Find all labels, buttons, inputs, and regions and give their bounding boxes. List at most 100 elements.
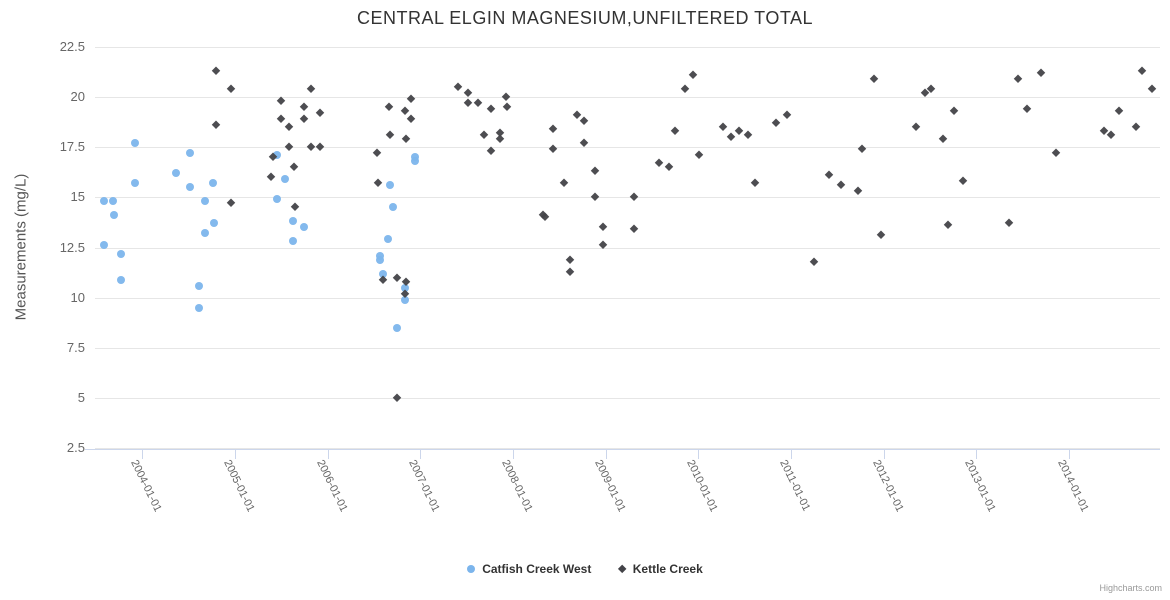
data-point-catfish-creek-west[interactable] bbox=[130, 139, 139, 148]
data-point-kettle-creek[interactable] bbox=[629, 224, 639, 234]
data-point-kettle-creek[interactable] bbox=[502, 102, 512, 112]
data-point-catfish-creek-west[interactable] bbox=[375, 255, 384, 264]
data-point-kettle-creek[interactable] bbox=[406, 94, 416, 104]
data-point-kettle-creek[interactable] bbox=[392, 393, 402, 403]
data-point-kettle-creek[interactable] bbox=[718, 122, 728, 132]
data-point-kettle-creek[interactable] bbox=[629, 192, 639, 202]
data-point-kettle-creek[interactable] bbox=[869, 74, 879, 84]
data-point-kettle-creek[interactable] bbox=[400, 134, 411, 144]
data-point-kettle-creek[interactable] bbox=[453, 82, 463, 92]
data-point-kettle-creek[interactable] bbox=[378, 275, 388, 285]
data-point-kettle-creek[interactable] bbox=[479, 130, 489, 140]
data-point-catfish-creek-west[interactable] bbox=[209, 219, 218, 228]
data-point-kettle-creek[interactable] bbox=[680, 84, 690, 94]
data-point-catfish-creek-west[interactable] bbox=[410, 153, 419, 162]
data-point-kettle-creek[interactable] bbox=[1036, 68, 1046, 78]
data-point-kettle-creek[interactable] bbox=[1021, 104, 1032, 114]
data-point-kettle-creek[interactable] bbox=[911, 122, 921, 132]
data-point-catfish-creek-west[interactable] bbox=[108, 197, 117, 206]
data-point-kettle-creek[interactable] bbox=[824, 170, 834, 180]
data-point-kettle-creek[interactable] bbox=[463, 98, 473, 108]
data-point-kettle-creek[interactable] bbox=[384, 102, 394, 112]
data-point-kettle-creek[interactable] bbox=[290, 202, 300, 212]
data-point-kettle-creek[interactable] bbox=[876, 230, 886, 240]
data-point-kettle-creek[interactable] bbox=[1051, 148, 1061, 158]
data-point-kettle-creek[interactable] bbox=[949, 106, 959, 116]
data-point-kettle-creek[interactable] bbox=[299, 114, 309, 124]
data-point-kettle-creek[interactable] bbox=[299, 102, 309, 112]
data-point-kettle-creek[interactable] bbox=[664, 162, 674, 172]
data-point-kettle-creek[interactable] bbox=[590, 166, 600, 176]
data-point-catfish-creek-west[interactable] bbox=[289, 217, 298, 226]
data-point-kettle-creek[interactable] bbox=[809, 257, 819, 267]
data-point-catfish-creek-west[interactable] bbox=[281, 175, 289, 184]
data-point-kettle-creek[interactable] bbox=[548, 124, 558, 134]
data-point-kettle-creek[interactable] bbox=[771, 118, 781, 128]
data-point-catfish-creek-west[interactable] bbox=[116, 249, 125, 258]
data-point-kettle-creek[interactable] bbox=[598, 240, 608, 251]
data-point-catfish-creek-west[interactable] bbox=[383, 235, 392, 244]
data-point-kettle-creek[interactable] bbox=[782, 110, 792, 120]
data-point-kettle-creek[interactable] bbox=[306, 84, 316, 94]
data-point-kettle-creek[interactable] bbox=[1106, 130, 1116, 140]
data-point-catfish-creek-west[interactable] bbox=[389, 203, 398, 212]
data-point-kettle-creek[interactable] bbox=[372, 148, 382, 158]
data-point-kettle-creek[interactable] bbox=[579, 116, 589, 126]
data-point-kettle-creek[interactable] bbox=[572, 110, 582, 120]
data-point-catfish-creek-west[interactable] bbox=[194, 303, 203, 312]
data-point-kettle-creek[interactable] bbox=[486, 104, 496, 114]
data-point-catfish-creek-west[interactable] bbox=[400, 283, 409, 292]
data-point-kettle-creek[interactable] bbox=[1137, 66, 1147, 76]
data-point-kettle-creek[interactable] bbox=[670, 126, 680, 136]
data-point-kettle-creek[interactable] bbox=[943, 220, 953, 230]
data-point-kettle-creek[interactable] bbox=[1114, 106, 1124, 116]
data-point-kettle-creek[interactable] bbox=[1131, 122, 1141, 132]
data-point-kettle-creek[interactable] bbox=[548, 144, 558, 154]
data-point-kettle-creek[interactable] bbox=[743, 130, 753, 140]
data-point-kettle-creek[interactable] bbox=[688, 70, 698, 80]
data-point-kettle-creek[interactable] bbox=[276, 114, 286, 124]
data-point-kettle-creek[interactable] bbox=[590, 192, 600, 202]
data-point-kettle-creek[interactable] bbox=[501, 92, 511, 102]
data-point-catfish-creek-west[interactable] bbox=[186, 149, 195, 158]
data-point-kettle-creek[interactable] bbox=[400, 106, 410, 116]
data-point-kettle-creek[interactable] bbox=[406, 114, 416, 124]
data-point-kettle-creek[interactable] bbox=[853, 186, 863, 196]
data-point-catfish-creek-west[interactable] bbox=[130, 179, 139, 188]
data-point-kettle-creek[interactable] bbox=[598, 222, 608, 232]
data-point-kettle-creek[interactable] bbox=[211, 66, 221, 76]
data-point-kettle-creek[interactable] bbox=[540, 212, 550, 222]
data-point-catfish-creek-west[interactable] bbox=[300, 223, 309, 232]
data-point-kettle-creek[interactable] bbox=[385, 130, 395, 140]
data-point-kettle-creek[interactable] bbox=[373, 178, 383, 188]
data-point-catfish-creek-west[interactable] bbox=[116, 275, 125, 284]
data-point-kettle-creek[interactable] bbox=[726, 132, 736, 142]
data-point-catfish-creek-west[interactable] bbox=[100, 197, 109, 206]
data-point-catfish-creek-west[interactable] bbox=[186, 183, 195, 192]
data-point-catfish-creek-west[interactable] bbox=[379, 269, 388, 278]
data-point-kettle-creek[interactable] bbox=[306, 142, 316, 152]
data-point-catfish-creek-west[interactable] bbox=[410, 157, 419, 166]
data-point-kettle-creek[interactable] bbox=[694, 150, 704, 160]
data-point-kettle-creek[interactable] bbox=[958, 176, 969, 186]
data-point-kettle-creek[interactable] bbox=[226, 84, 236, 94]
highcharts-credit[interactable]: Highcharts.com bbox=[1099, 583, 1162, 593]
data-point-kettle-creek[interactable] bbox=[565, 267, 575, 277]
data-point-kettle-creek[interactable] bbox=[226, 198, 236, 208]
data-point-catfish-creek-west[interactable] bbox=[289, 237, 298, 246]
data-point-kettle-creek[interactable] bbox=[284, 122, 294, 132]
data-point-kettle-creek[interactable] bbox=[1004, 218, 1014, 228]
data-point-kettle-creek[interactable] bbox=[654, 158, 664, 168]
data-point-kettle-creek[interactable] bbox=[750, 178, 760, 188]
data-point-kettle-creek[interactable] bbox=[857, 144, 867, 154]
data-point-kettle-creek[interactable] bbox=[315, 142, 325, 152]
legend-item-kettle-creek[interactable]: Kettle Creek bbox=[618, 562, 703, 576]
data-point-kettle-creek[interactable] bbox=[1013, 74, 1023, 84]
data-point-catfish-creek-west[interactable] bbox=[194, 281, 203, 290]
data-point-catfish-creek-west[interactable] bbox=[400, 295, 409, 304]
data-point-kettle-creek[interactable] bbox=[315, 108, 325, 118]
data-point-catfish-creek-west[interactable] bbox=[171, 169, 180, 178]
data-point-kettle-creek[interactable] bbox=[211, 120, 221, 130]
data-point-catfish-creek-west[interactable] bbox=[272, 195, 281, 204]
data-point-catfish-creek-west[interactable] bbox=[385, 181, 394, 190]
